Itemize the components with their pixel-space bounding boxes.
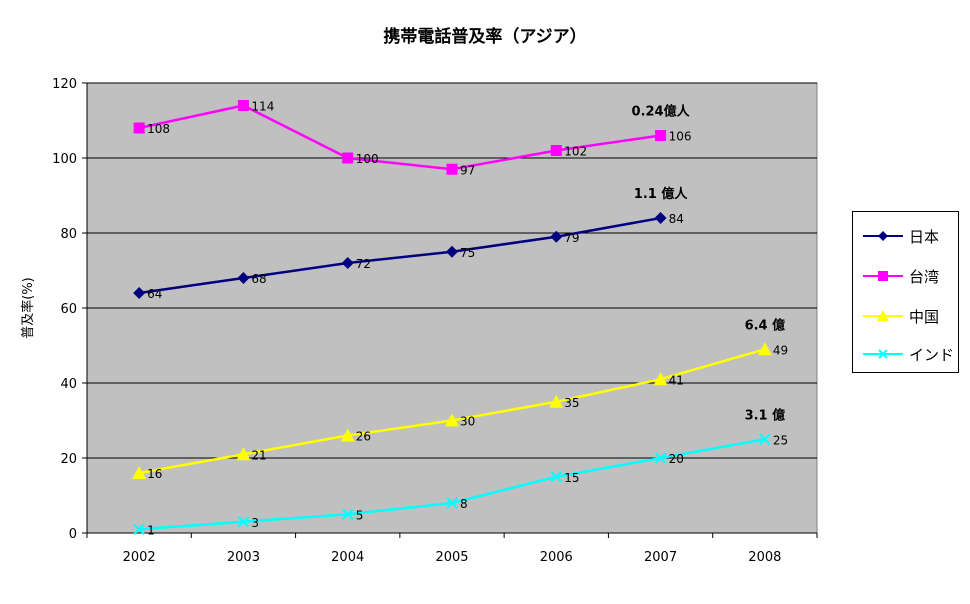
point-3 [133, 523, 145, 535]
point-3 [342, 508, 354, 520]
data-label: 35 [564, 396, 579, 410]
point-2 [132, 466, 147, 479]
data-label: 41 [669, 373, 684, 387]
data-label: 114 [251, 100, 274, 114]
legend-marker-x-icon [863, 349, 903, 359]
point-3 [759, 433, 771, 445]
point-0 [341, 257, 354, 269]
point-0 [446, 245, 458, 258]
legend-item-japan: 日本 [863, 224, 939, 248]
data-label: 68 [251, 272, 266, 286]
data-label: 100 [356, 152, 379, 166]
y-tick-label: 0 [69, 527, 77, 542]
legend-item-china: 中国 [863, 304, 939, 328]
y-tick-label: 40 [60, 377, 77, 392]
y-tick-label: 20 [60, 452, 77, 467]
x-tick-label: 2002 [123, 550, 156, 565]
legend-marker-square-icon [863, 271, 903, 281]
point-3 [550, 471, 562, 483]
data-label: 106 [669, 130, 692, 144]
data-label: 16 [147, 467, 162, 481]
data-label: 5 [356, 508, 364, 522]
data-label: 1 [147, 523, 155, 537]
point-2 [236, 447, 251, 461]
y-axis-label: 普及率(%) [20, 277, 36, 339]
point-0 [550, 230, 563, 243]
legend-label: 日本 [909, 227, 940, 246]
series-line-1 [138, 104, 661, 171]
x-tick-label: 2006 [540, 550, 573, 565]
point-1 [237, 100, 249, 111]
x-tick-label: 2003 [227, 550, 260, 565]
data-label: 15 [564, 471, 579, 485]
data-label: 79 [564, 231, 579, 245]
point-0 [237, 272, 250, 284]
series-line-0 [138, 216, 661, 295]
data-label: 25 [773, 433, 788, 447]
data-label: 20 [669, 452, 684, 466]
data-label: 8 [460, 497, 468, 511]
y-tick-label: 80 [60, 227, 77, 242]
legend-label: 台湾 [909, 267, 940, 286]
data-label: 3 [251, 516, 259, 530]
annotation-label: 3.1 億 [745, 407, 786, 423]
point-2 [757, 342, 772, 356]
point-1 [133, 122, 145, 134]
data-label: 108 [147, 122, 170, 136]
legend-marker-triangle-icon [863, 310, 903, 321]
point-2 [653, 372, 668, 386]
y-tick-label: 60 [60, 302, 77, 317]
point-1 [550, 145, 562, 156]
x-tick-label: 2004 [331, 550, 364, 565]
data-label: 64 [147, 287, 162, 301]
legend-marker-diamond-icon [863, 231, 903, 241]
annotation-label: 0.24億人 [632, 104, 691, 120]
point-1 [655, 130, 667, 141]
point-3 [446, 497, 458, 509]
legend-label: 中国 [909, 307, 940, 326]
point-1 [342, 152, 354, 164]
data-label: 49 [773, 343, 788, 357]
data-label: 30 [460, 415, 475, 429]
point-3 [237, 516, 250, 528]
point-2 [445, 413, 459, 427]
legend: 日本 台湾 中国 インド [852, 211, 959, 373]
data-label: 21 [251, 448, 266, 462]
point-2 [340, 428, 355, 442]
chart-title: 携帯電話普及率（アジア） [383, 27, 587, 47]
data-label: 97 [460, 163, 475, 177]
data-label: 84 [669, 212, 684, 226]
data-label: 26 [356, 430, 371, 444]
legend-item-india: インド [863, 342, 954, 366]
annotation-label: 6.4 億 [745, 317, 786, 333]
legend-label: インド [909, 345, 955, 364]
point-1 [446, 163, 458, 175]
point-2 [549, 394, 564, 408]
x-tick-label: 2005 [435, 550, 468, 565]
data-label: 72 [356, 257, 371, 271]
legend-item-taiwan: 台湾 [863, 264, 939, 288]
data-label: 102 [564, 145, 587, 159]
point-3 [654, 452, 667, 464]
data-label: 75 [460, 246, 475, 260]
point-0 [654, 212, 667, 224]
annotation-label: 1.1 億人 [634, 186, 689, 202]
x-tick-label: 2007 [644, 550, 677, 565]
x-tick-label: 2008 [748, 550, 781, 565]
y-tick-label: 100 [52, 152, 77, 167]
point-0 [133, 287, 146, 299]
y-tick-label: 120 [52, 77, 77, 92]
